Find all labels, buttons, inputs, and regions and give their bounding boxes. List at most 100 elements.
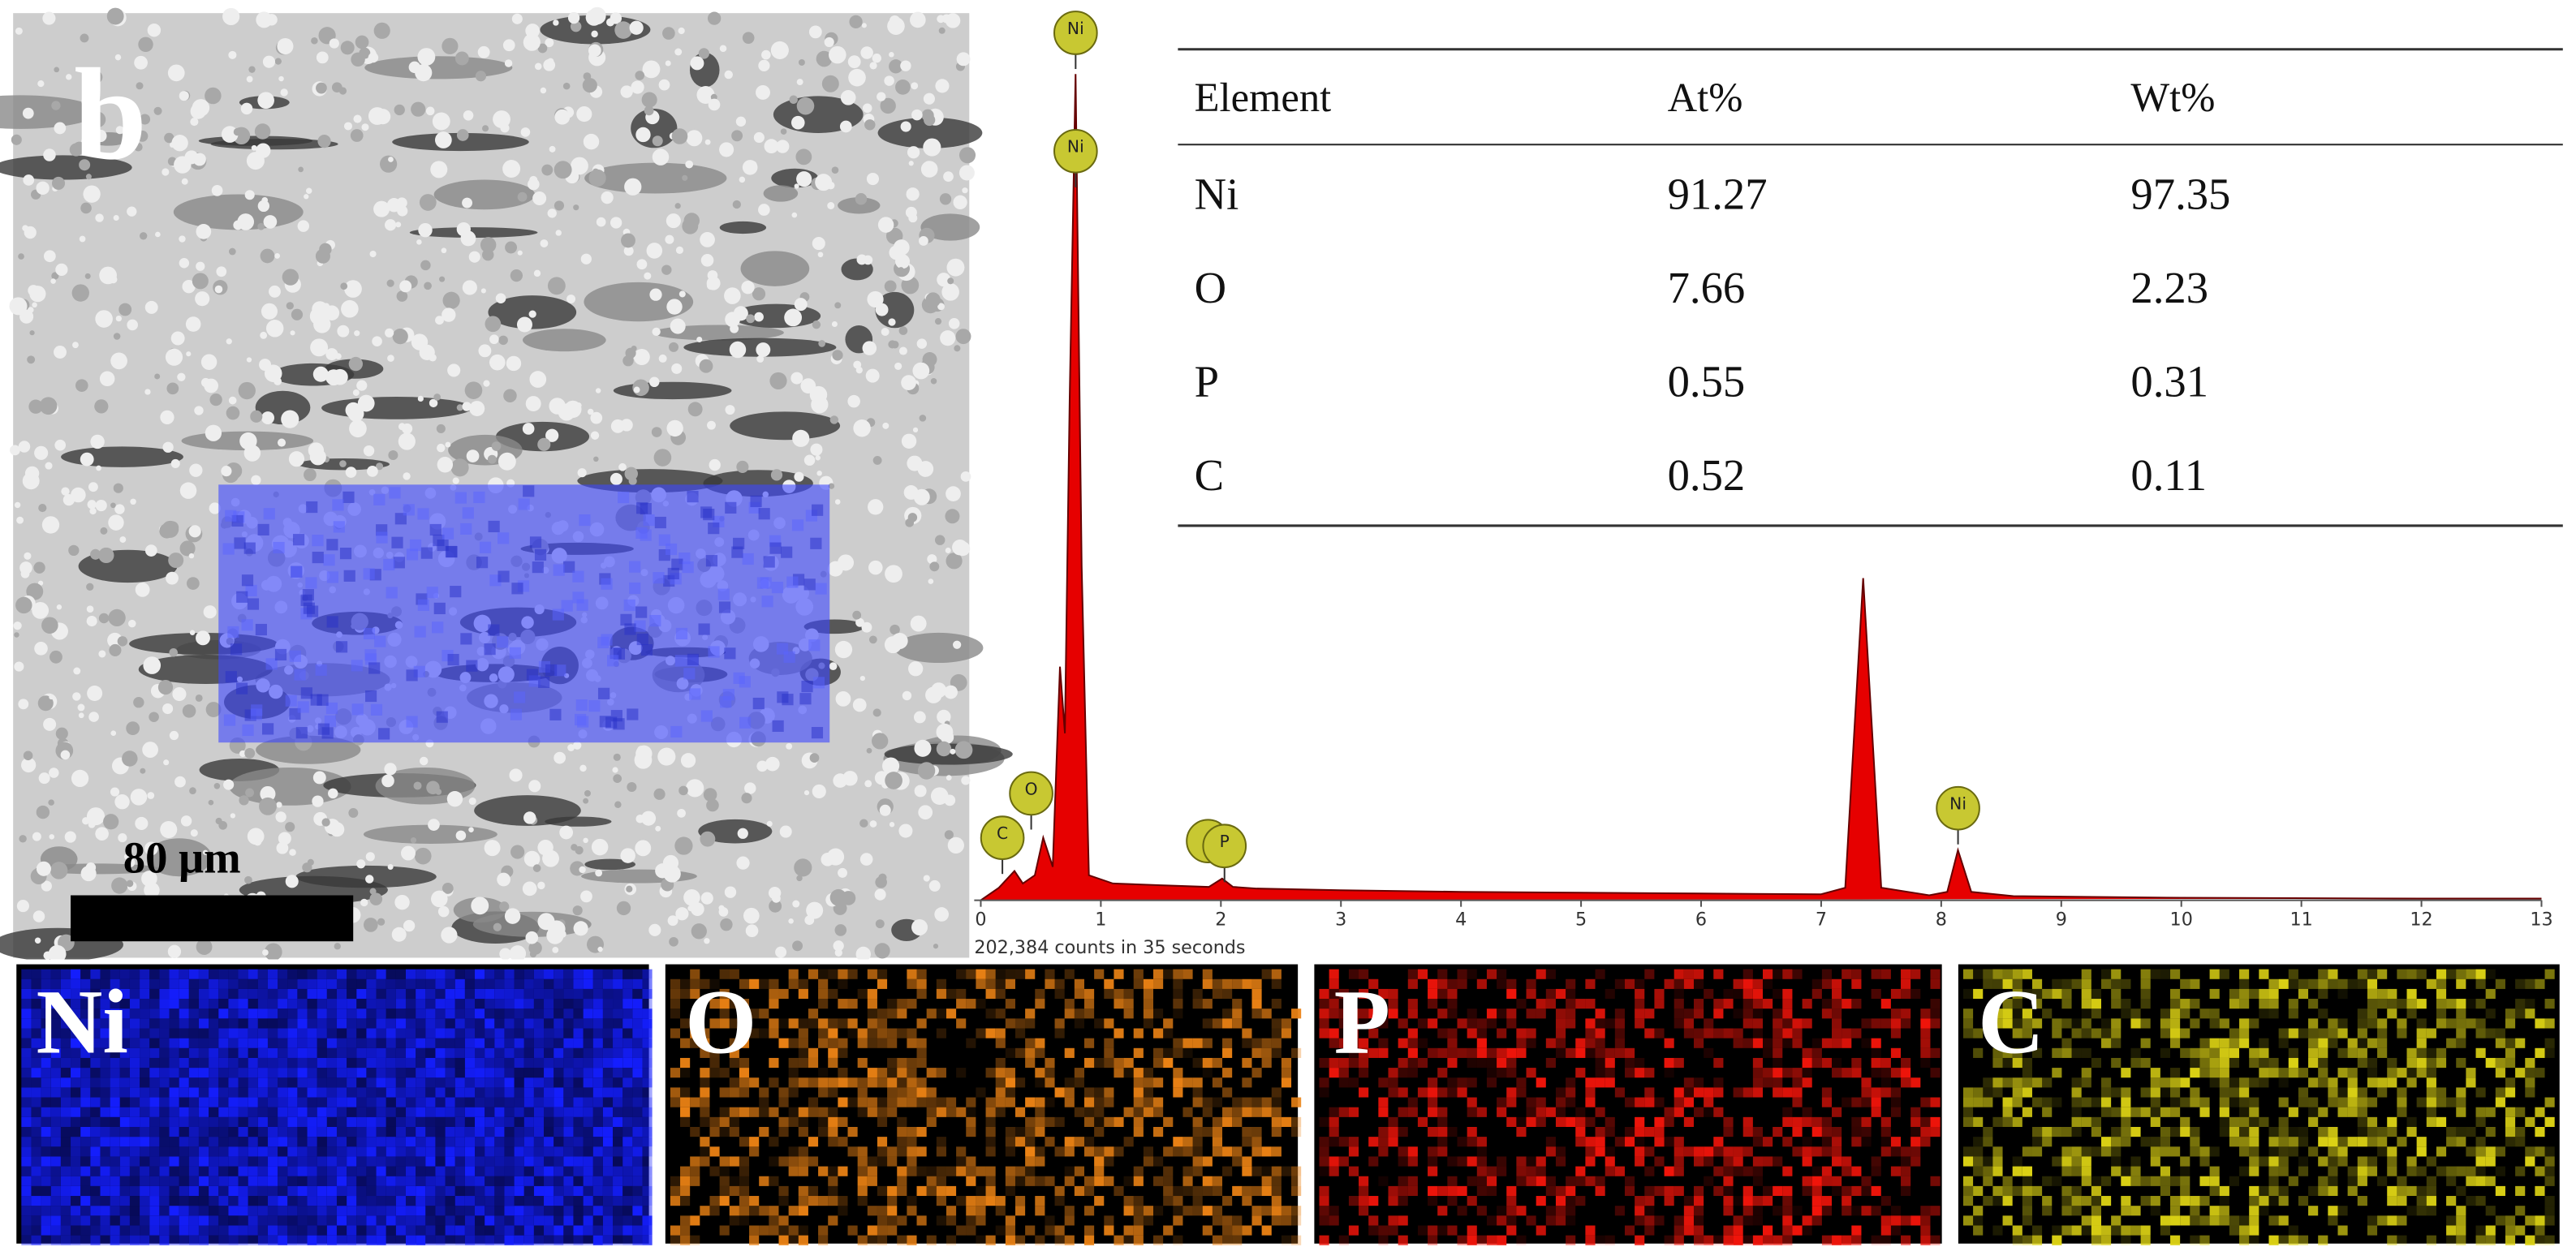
map-pixel — [485, 1097, 495, 1107]
sem-grain — [115, 126, 124, 135]
map-pixel — [356, 1196, 367, 1206]
map-pixel — [1752, 1068, 1764, 1078]
map-pixel — [1163, 1018, 1174, 1029]
sem-grain — [250, 410, 263, 423]
sem-grain — [552, 946, 559, 953]
map-pixel — [1329, 1068, 1339, 1078]
map-pixel — [405, 1215, 416, 1226]
region-pixel — [386, 587, 398, 599]
map-pixel — [464, 1057, 476, 1069]
map-pixel — [475, 1028, 485, 1039]
sem-grain — [503, 948, 510, 956]
map-pixel — [602, 1107, 614, 1117]
sem-grain — [934, 907, 950, 922]
map-pixel — [749, 1028, 760, 1039]
map-pixel — [119, 1196, 130, 1206]
map-pixel — [976, 1235, 986, 1245]
map-pixel — [494, 1166, 505, 1176]
sem-grain — [133, 697, 144, 708]
map-pixel — [188, 1077, 199, 1088]
sem-grain — [21, 757, 37, 773]
map-pixel — [209, 1215, 219, 1226]
map-pixel — [632, 1206, 643, 1216]
map-pixel — [110, 1176, 120, 1186]
panel-label: b — [74, 42, 147, 187]
map-pixel — [592, 1107, 603, 1117]
map-pixel — [435, 999, 446, 1009]
sem-grain — [540, 239, 549, 247]
map-pixel — [445, 1235, 455, 1245]
map-pixel — [454, 1146, 465, 1157]
map-pixel — [1545, 999, 1556, 1009]
map-pixel — [632, 1196, 643, 1206]
map-pixel — [1348, 1107, 1359, 1117]
region-pixel — [733, 672, 745, 684]
map-pixel — [287, 1068, 298, 1078]
map-pixel — [877, 1225, 888, 1236]
map-pixel — [347, 1038, 357, 1048]
map-pixel — [238, 1116, 248, 1127]
map-pixel — [238, 1235, 248, 1245]
map-pixel — [326, 1126, 337, 1137]
map-pixel — [1871, 1018, 1881, 1029]
map-pixel — [523, 1176, 534, 1186]
map-pixel — [50, 1166, 61, 1176]
map-pixel — [995, 969, 1006, 979]
map-pixel — [1133, 978, 1144, 989]
map-pixel — [395, 1038, 406, 1048]
map-pixel — [867, 1097, 877, 1107]
sem-grain — [387, 863, 394, 870]
map-pixel — [778, 1087, 789, 1098]
sem-pore — [613, 381, 732, 400]
map-pixel — [80, 1038, 91, 1048]
region-pixel — [265, 658, 278, 670]
map-pixel — [1545, 988, 1556, 1000]
map-pixel — [985, 1068, 996, 1078]
map-pixel — [297, 1008, 308, 1019]
sem-grain — [475, 71, 487, 82]
region-pixel — [376, 531, 388, 544]
map-pixel — [1025, 1156, 1036, 1167]
region-pixel — [511, 583, 523, 595]
map-pixel — [573, 1185, 584, 1197]
map-pixel — [1083, 1107, 1095, 1117]
sem-grain — [442, 307, 456, 322]
map-pixel — [602, 988, 614, 1000]
map-pixel — [709, 1126, 720, 1137]
region-pixel — [498, 532, 510, 544]
map-pixel — [267, 1047, 278, 1058]
map-pixel — [21, 1116, 32, 1127]
map-pixel — [129, 1215, 140, 1226]
region-pixel — [667, 567, 679, 580]
map-pixel — [159, 1196, 170, 1206]
map-pixel — [985, 1116, 996, 1127]
map-pixel — [916, 1038, 927, 1048]
sem-grain — [442, 291, 460, 309]
map-pixel — [129, 1008, 140, 1019]
sem-grain — [202, 849, 209, 855]
map-pixel — [1359, 988, 1369, 1000]
map-pixel — [435, 1087, 446, 1098]
sem-grain — [192, 153, 206, 166]
sem-grain — [162, 520, 179, 538]
map-pixel — [592, 1156, 603, 1167]
map-pixel — [563, 1097, 574, 1107]
map-pixel — [1467, 1028, 1477, 1039]
map-pixel — [1792, 1087, 1803, 1098]
map-pixel — [798, 1235, 808, 1245]
map-pixel — [179, 999, 189, 1009]
map-pixel — [238, 1087, 248, 1098]
map-pixel — [887, 1225, 898, 1236]
map-pixel — [828, 1107, 838, 1117]
map-pixel — [583, 1215, 593, 1226]
sem-grain — [114, 54, 122, 61]
map-pixel — [238, 978, 248, 989]
sem-grain — [36, 181, 50, 196]
map-pixel — [1054, 1235, 1065, 1245]
map-pixel — [1861, 1018, 1872, 1029]
map-pixel — [454, 1206, 465, 1216]
map-pixel — [622, 988, 633, 1000]
sem-grain — [588, 169, 606, 187]
map-pixel — [60, 1057, 71, 1069]
map-pixel — [916, 1166, 927, 1176]
